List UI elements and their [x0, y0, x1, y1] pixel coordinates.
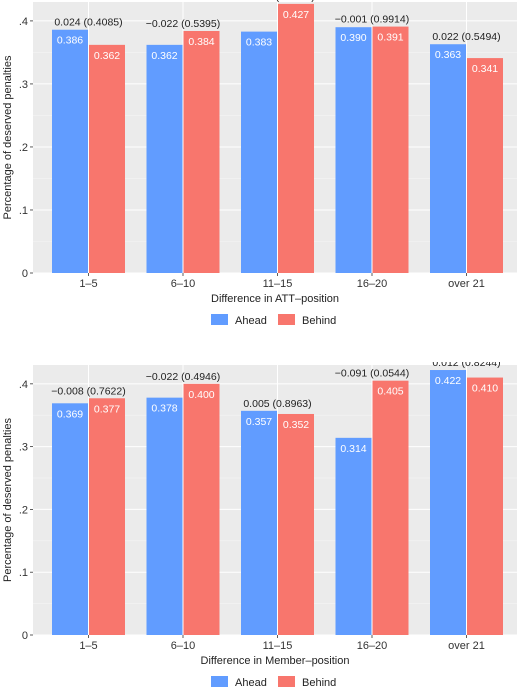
bar-value-label: 0.314 — [340, 443, 366, 455]
y-axis-label: Percentage of deserved penalties — [2, 418, 14, 582]
x-tick-label: over 21 — [448, 640, 485, 652]
bar-value-label: 0.383 — [246, 37, 272, 49]
x-tick-label: over 21 — [448, 278, 485, 290]
y-tick-label: 0 — [22, 630, 28, 642]
bar-value-label: 0.390 — [340, 32, 366, 44]
y-tick-label: .4 — [19, 379, 28, 391]
member-position-chart-svg: 0 .1 .2 .3 .4 Percentage of deserved penaltie… — [2, 357, 517, 689]
bar-value-label: 0.357 — [246, 416, 272, 428]
difference-annotation: 0.012 (0.8244) — [432, 362, 500, 369]
bar-behind — [467, 377, 503, 635]
bar-behind — [89, 398, 125, 635]
bar-value-label: 0.405 — [377, 386, 403, 398]
y-tick-label: .1 — [19, 567, 28, 579]
legend-label-ahead: Ahead — [235, 315, 267, 327]
difference-annotation: −0.022 (0.5395) — [146, 18, 220, 30]
bar-ahead — [430, 370, 466, 635]
member-position-chart: 0 .1 .2 .3 .4 Percentage of deserved penaltie… — [0, 357, 520, 693]
y-tick-label: .3 — [19, 442, 28, 454]
legend-swatch-ahead — [211, 676, 228, 687]
bar-ahead — [241, 31, 277, 274]
x-tick-label: 1–5 — [79, 640, 97, 652]
y-tick-label: .2 — [19, 504, 28, 516]
bar-value-label: 0.352 — [283, 419, 309, 431]
difference-annotation: −0.022 (0.4946) — [146, 371, 220, 383]
x-tick-label: 6–10 — [171, 640, 195, 652]
x-tick-label: 1–5 — [79, 278, 97, 290]
legend-swatch-behind — [278, 676, 295, 687]
difference-annotation: −0.008 (0.7622) — [51, 385, 125, 397]
bar-value-label: 0.400 — [188, 389, 214, 401]
x-axis-label: Difference in ATT–position — [211, 293, 339, 305]
legend-swatch-ahead — [211, 314, 228, 325]
bar-ahead — [52, 29, 88, 274]
legend-swatch-behind — [278, 314, 295, 325]
legend-label-behind: Behind — [302, 677, 336, 689]
bar-behind — [372, 26, 409, 273]
y-tick-label: .1 — [19, 205, 28, 217]
legend-label-behind: Behind — [302, 315, 336, 327]
y-axis-label: Percentage of deserved penalties — [2, 55, 14, 219]
bar-behind — [278, 413, 314, 635]
bar-behind — [183, 30, 220, 274]
difference-annotation: −0.091 (0.0544) — [335, 368, 409, 380]
bar-behind — [372, 380, 409, 635]
difference-annotation: 0.024 (0.4085) — [54, 17, 122, 29]
x-tick-label: 16–20 — [357, 640, 388, 652]
bar-value-label: 0.384 — [188, 36, 214, 48]
x-tick-label: 16–20 — [357, 278, 388, 290]
bar-value-label: 0.362 — [94, 50, 120, 62]
bar-ahead — [146, 44, 183, 274]
bar-value-label: 0.386 — [57, 35, 83, 47]
bar-value-label: 0.363 — [435, 49, 461, 61]
difference-annotation: −0.044 (0.3034) — [240, 0, 314, 3]
bar-value-label: 0.369 — [57, 408, 83, 420]
x-tick-label: 11–15 — [263, 278, 293, 290]
att-position-chart-svg: 0 .1 .2 .3 .4 Percentage of deserved penaltie… — [2, 0, 517, 327]
bar-behind — [278, 3, 314, 274]
bar-ahead — [335, 437, 372, 635]
bar-ahead — [146, 397, 183, 635]
bar-value-label: 0.391 — [377, 32, 403, 44]
bar-value-label: 0.422 — [435, 375, 461, 387]
bar-ahead — [430, 44, 466, 273]
bar-value-label: 0.377 — [94, 403, 120, 415]
y-tick-label: .3 — [19, 79, 28, 91]
x-tick-label: 6–10 — [171, 278, 195, 290]
x-tick-label: 11–15 — [263, 640, 293, 652]
y-tick-label: .4 — [19, 16, 28, 28]
x-axis-label: Difference in Member–position — [201, 655, 350, 667]
bar-ahead — [241, 410, 277, 635]
difference-annotation: 0.005 (0.8963) — [243, 398, 311, 410]
bar-ahead — [52, 403, 88, 635]
att-position-chart: 0 .1 .2 .3 .4 Percentage of deserved penaltie… — [0, 0, 520, 340]
bar-value-label: 0.341 — [472, 63, 498, 75]
difference-annotation: 0.022 (0.5494) — [432, 31, 500, 43]
bar-behind — [89, 44, 125, 274]
bar-value-label: 0.427 — [283, 9, 309, 21]
bar-ahead — [335, 27, 372, 273]
y-tick-label: 0 — [22, 268, 28, 280]
difference-annotation: −0.001 (0.9914) — [335, 14, 409, 26]
bar-behind — [467, 58, 503, 273]
bar-value-label: 0.378 — [151, 403, 177, 415]
bar-value-label: 0.362 — [151, 50, 177, 62]
bar-behind — [183, 383, 220, 635]
bar-value-label: 0.410 — [472, 383, 498, 395]
y-tick-label: .2 — [19, 142, 28, 154]
legend-label-ahead: Ahead — [235, 677, 267, 689]
